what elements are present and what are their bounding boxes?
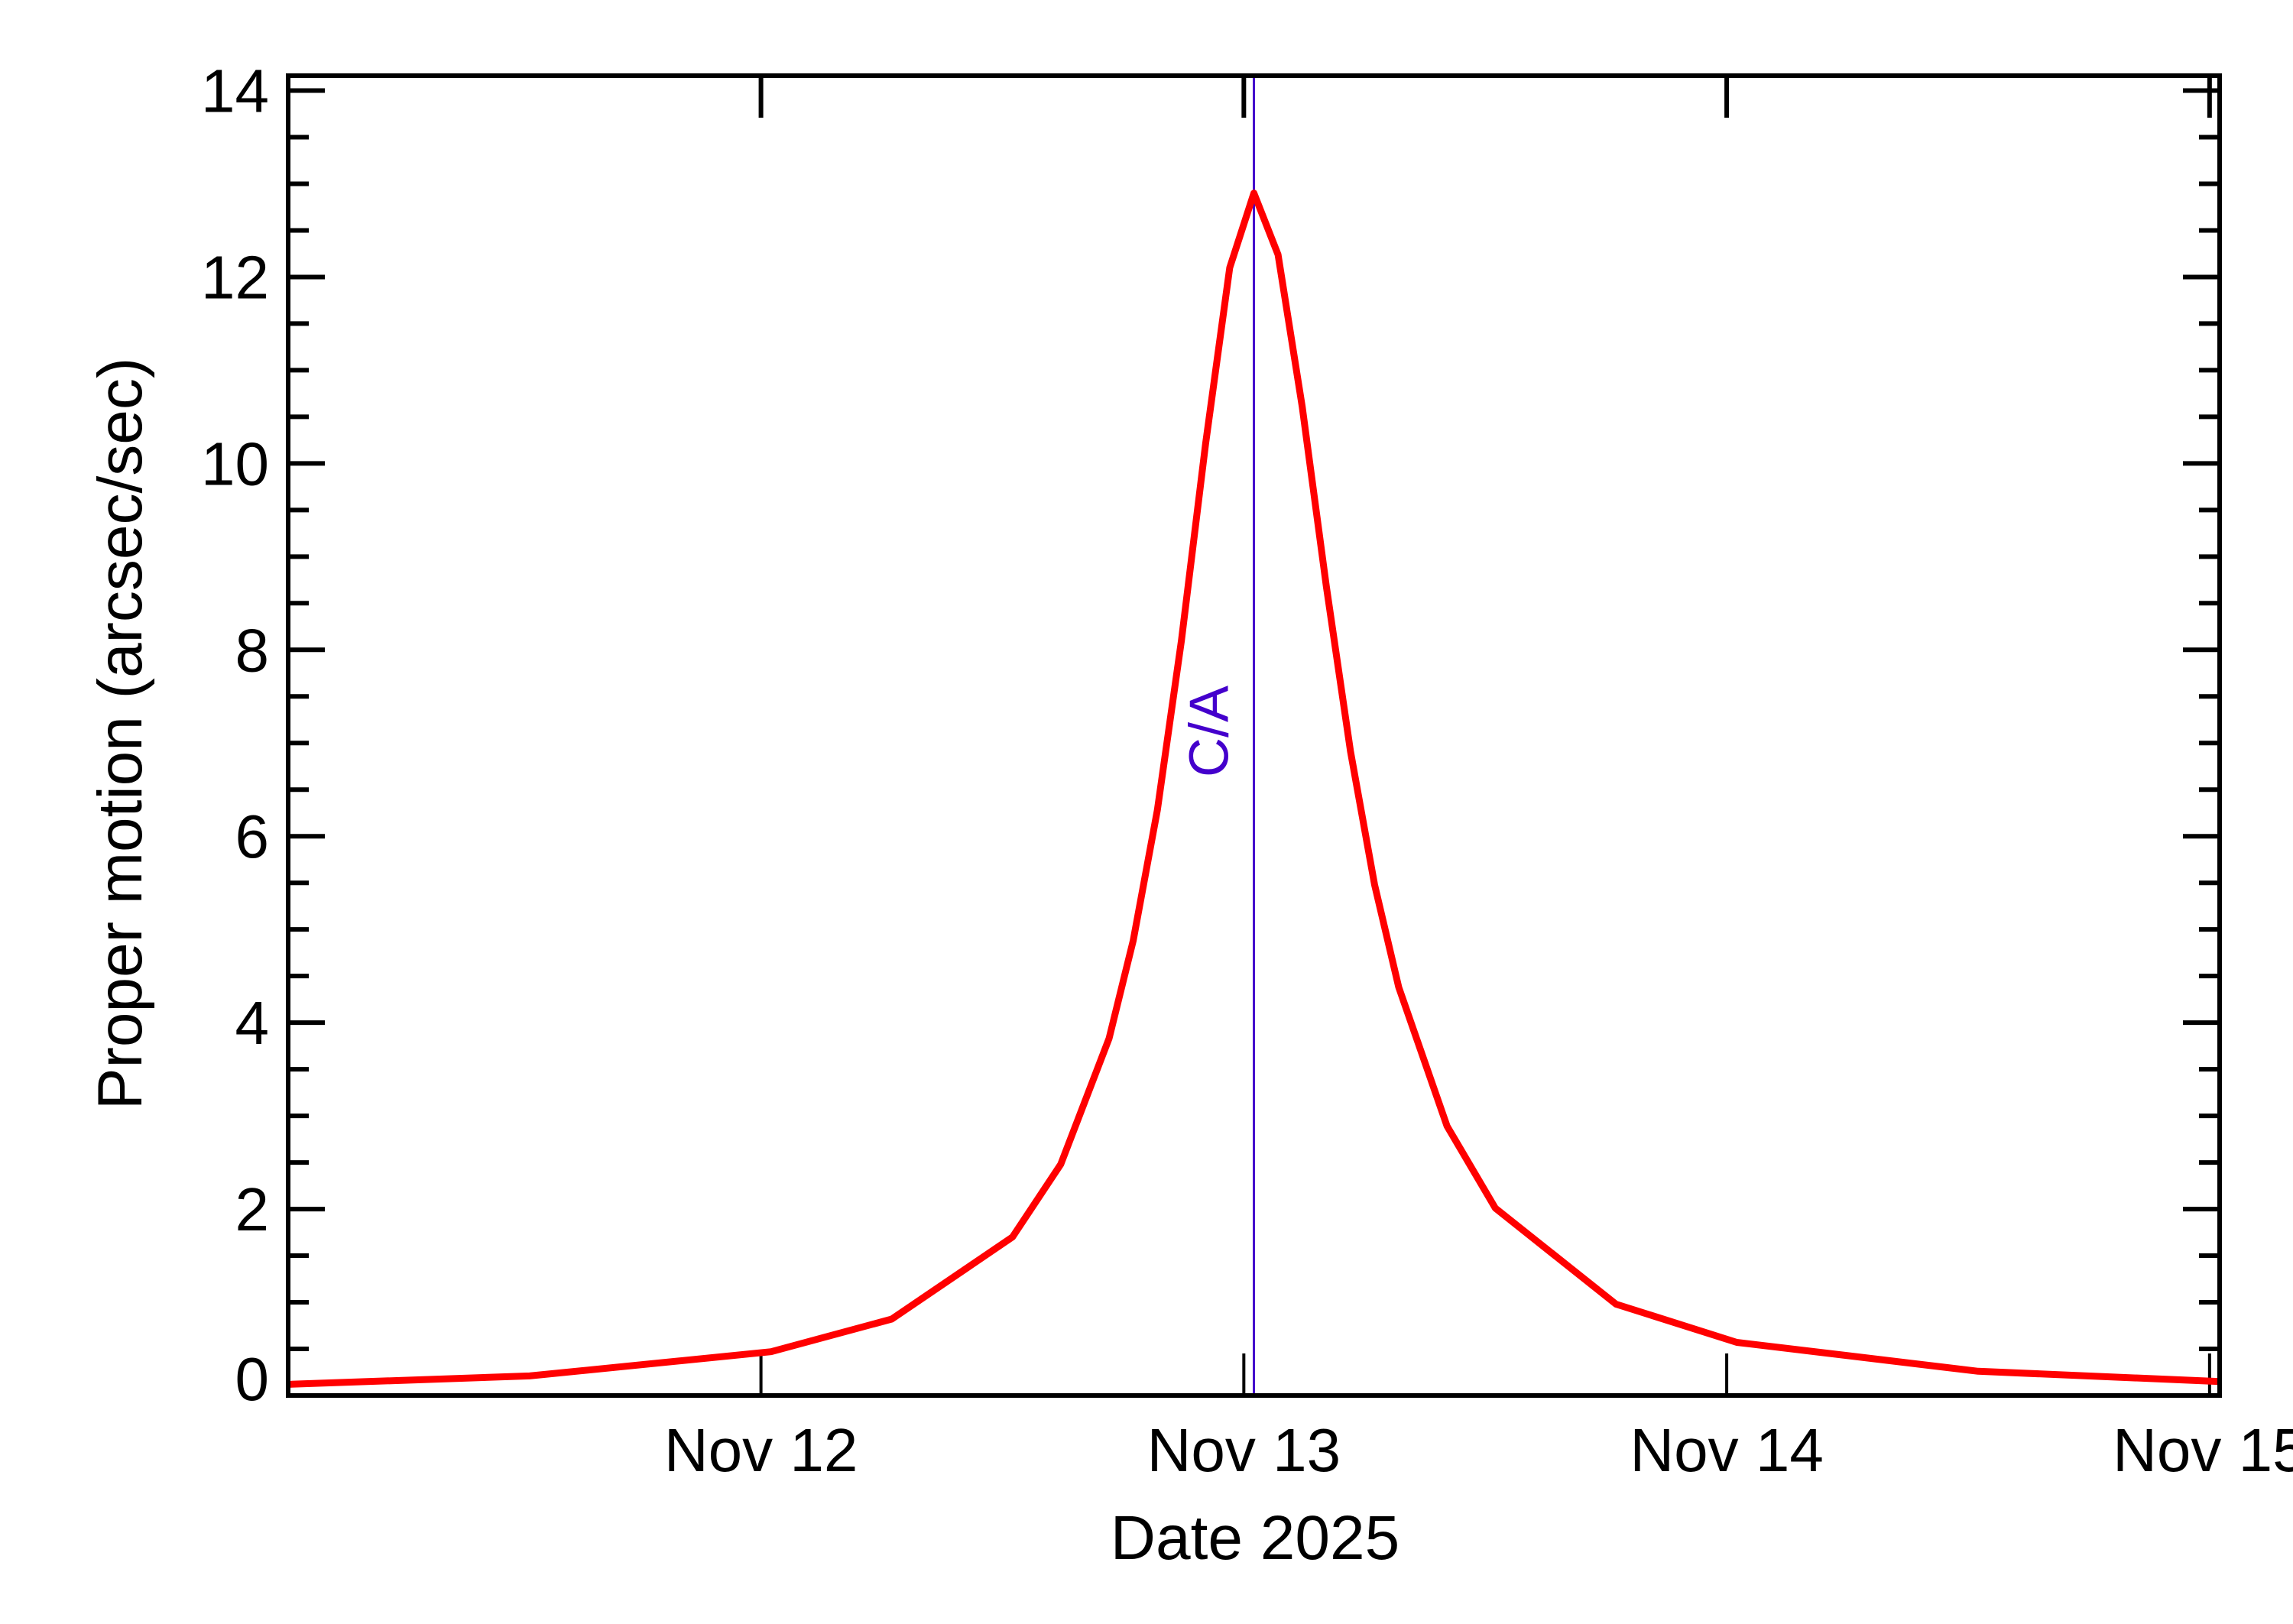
y-tick-label: 6 — [235, 802, 270, 870]
y-axis-title: Proper motion (arcsec/sec) — [86, 358, 155, 1110]
x-tick-labels: Nov 12 Nov 13 Nov 14 Nov 15 — [664, 1416, 2293, 1484]
y-tick-label: 4 — [235, 989, 270, 1057]
x-axis-title: Date 2025 — [1111, 1503, 1399, 1573]
x-tick-label: Nov 15 — [2113, 1416, 2293, 1484]
y-tick-label: 8 — [235, 616, 270, 684]
plot-frame — [286, 73, 2222, 1398]
y-tick-label: 14 — [201, 57, 269, 125]
y-tick-label: 12 — [201, 243, 269, 311]
x-tick-label: Nov 13 — [1147, 1416, 1341, 1484]
y-tick-label: 2 — [235, 1175, 270, 1243]
closest-approach-label: C/A — [1179, 686, 1241, 777]
x-tick-label: Nov 14 — [1630, 1416, 1823, 1484]
x-tick-label: Nov 12 — [664, 1416, 858, 1484]
y-tick-label: 0 — [235, 1345, 270, 1413]
proper-motion-series-line — [287, 190, 2220, 1388]
y-tick-labels: 0 2 4 6 8 10 12 14 — [201, 57, 269, 1413]
axis-ticks — [288, 76, 2220, 1398]
y-tick-label: 10 — [201, 430, 269, 498]
